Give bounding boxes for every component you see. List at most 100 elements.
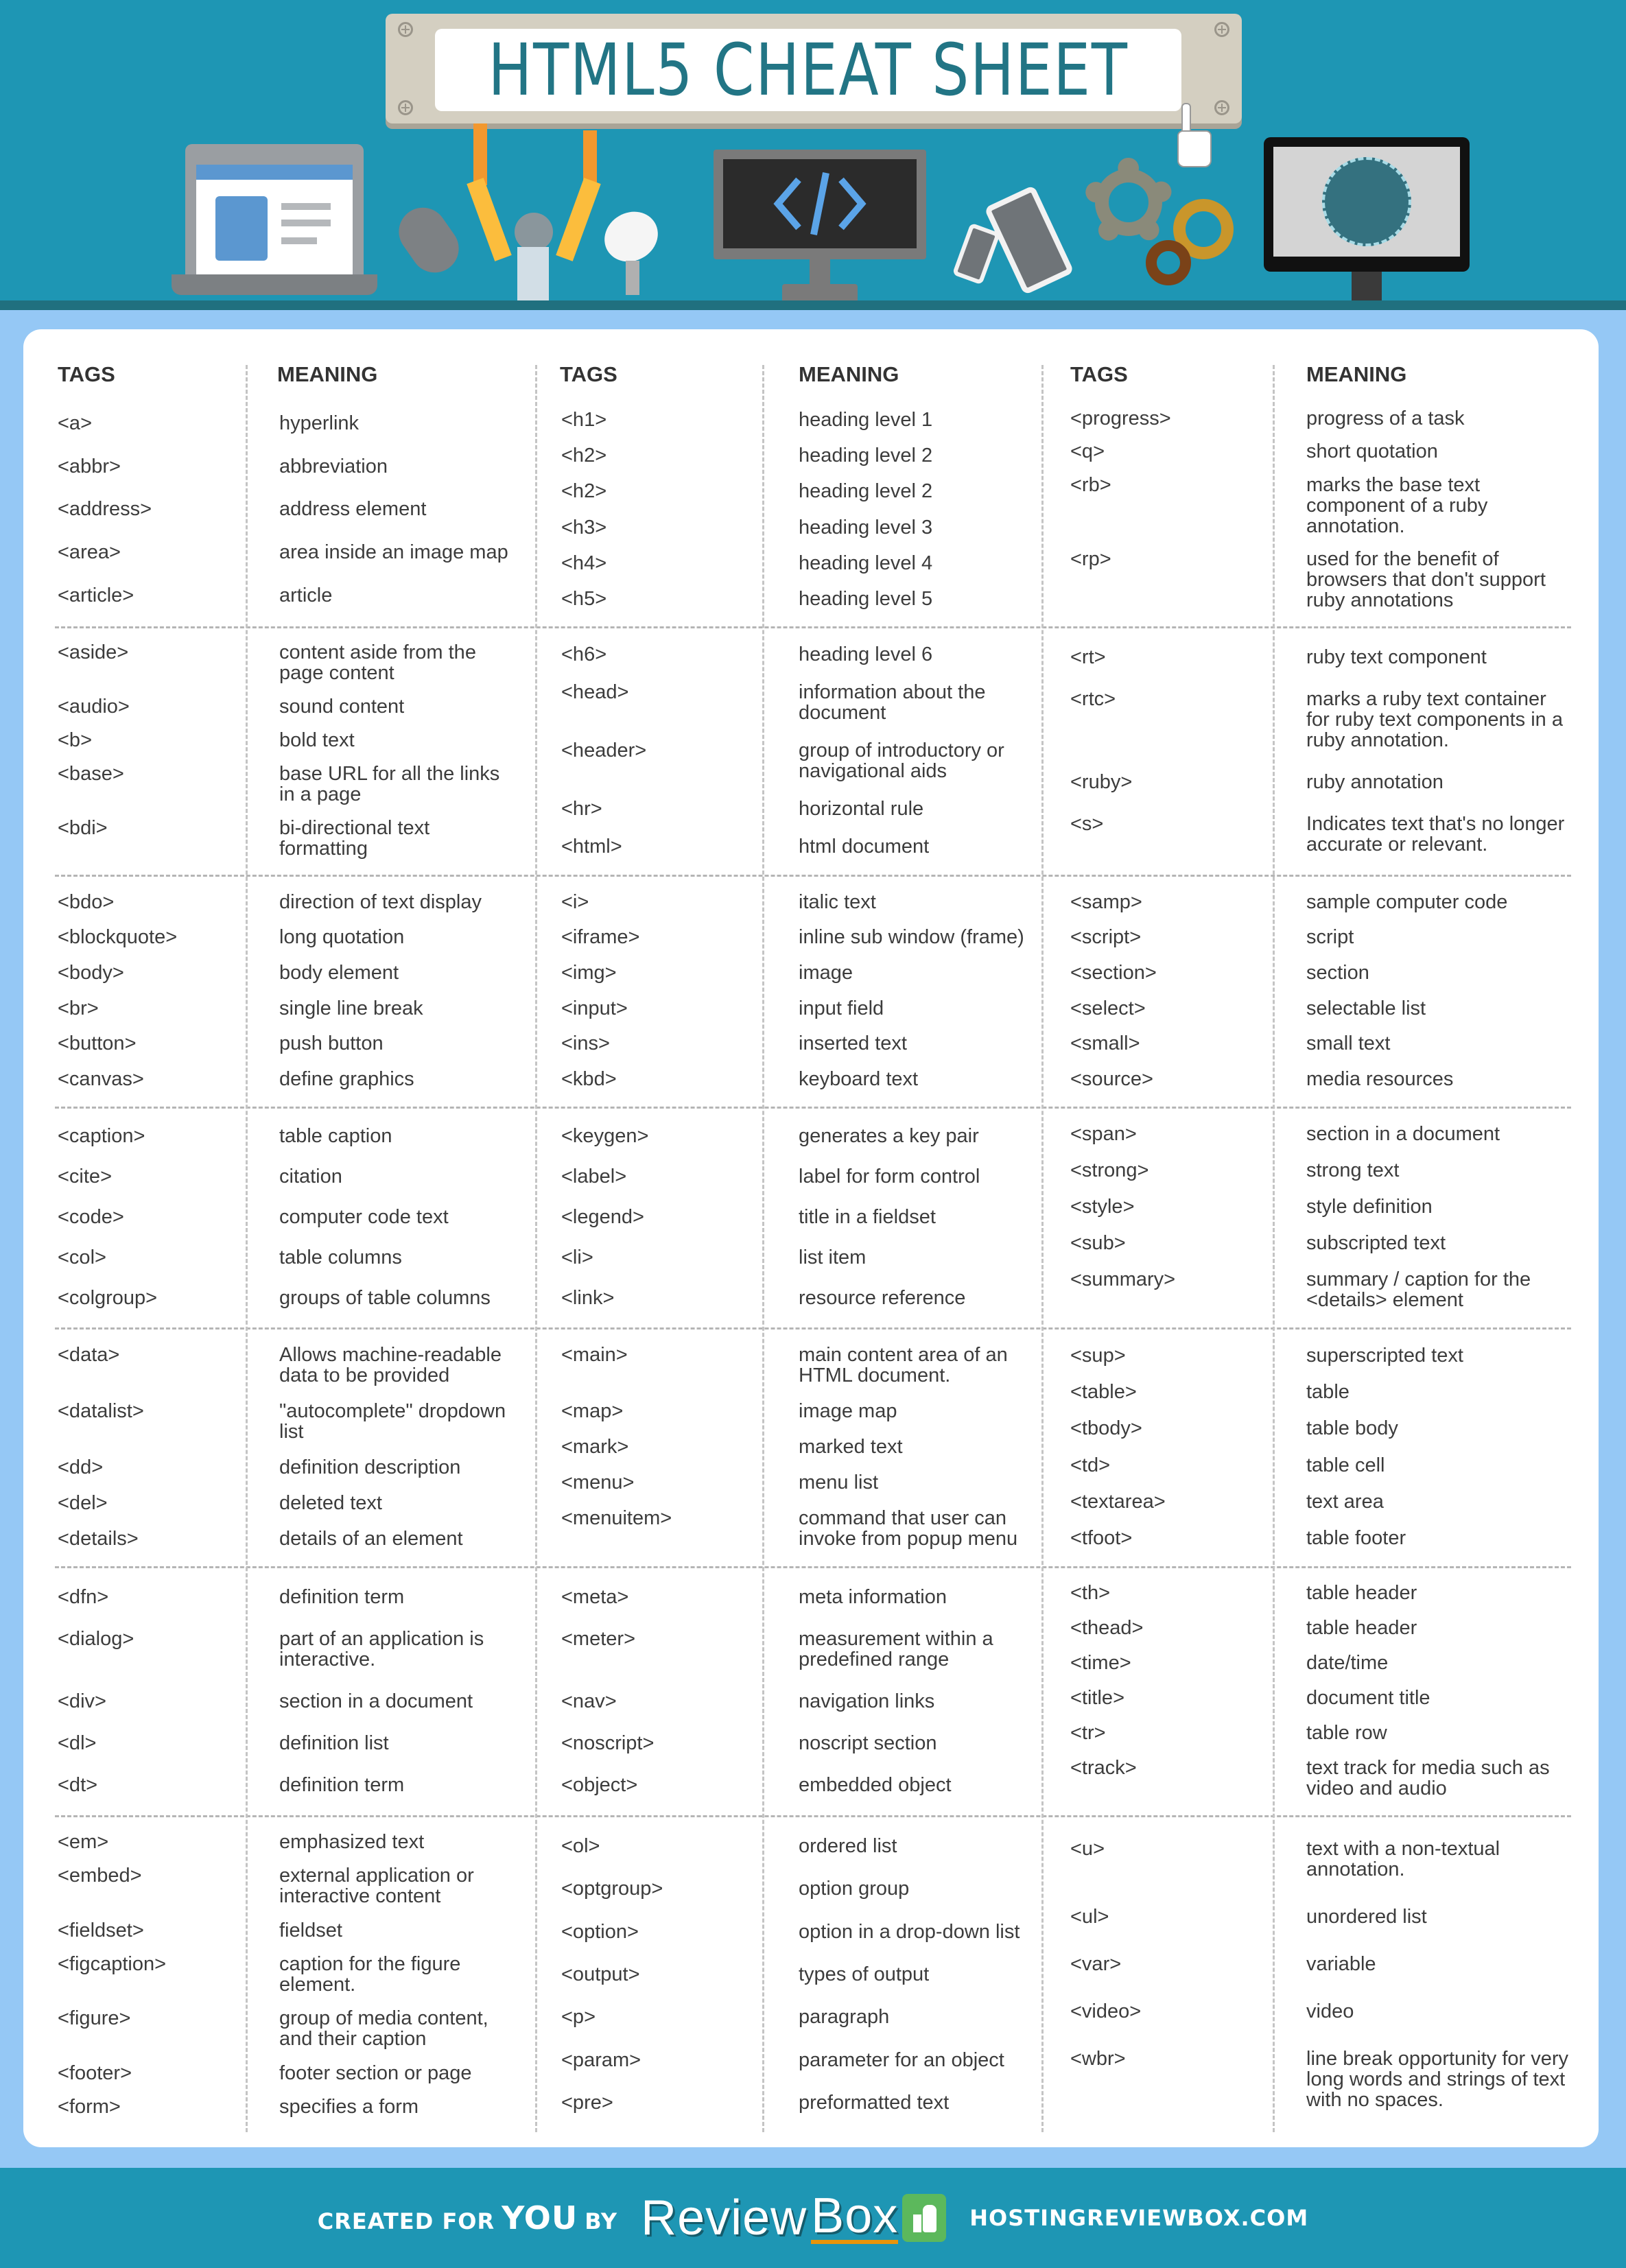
tag-row: <rtc> marks a ruby text container for rub… (1070, 689, 1574, 751)
tag-meaning: details of an element (279, 1528, 463, 1550)
tag-meaning: superscripted text (1306, 1344, 1463, 1367)
tag-name: <h4> (561, 552, 607, 574)
tag-name: <em> (58, 1830, 109, 1853)
satellite-dish-icon (595, 202, 668, 295)
tag-meaning: fieldset (279, 1919, 342, 1941)
tag-name: <h1> (561, 409, 607, 432)
tag-meaning: abbreviation (279, 455, 388, 477)
tag-row: <legend> title in a fieldset (561, 1207, 1028, 1227)
tag-row: <param> parameter for an object (561, 2050, 1028, 2070)
tag-meaning: types of output (799, 1963, 930, 1985)
tag-row: <optgroup> option group (561, 1878, 1028, 1899)
tag-meaning: video (1306, 2000, 1354, 2023)
tag-meaning: heading level 2 (799, 445, 933, 467)
tag-meaning: italic text (799, 890, 876, 913)
tag-name: <ins> (561, 1032, 610, 1055)
tag-row: <bdo> direction of text display (58, 892, 516, 912)
tag-name: <script> (1070, 926, 1142, 949)
tag-meaning: table footer (1306, 1527, 1406, 1550)
tag-name: <main> (561, 1344, 628, 1366)
thumbs-up-icon (902, 2194, 947, 2242)
tag-name: <input> (561, 997, 628, 1019)
screw-icon (398, 22, 413, 37)
tag-name: <embed> (58, 1865, 142, 1887)
tag-row: <iframe> inline sub window (frame) (561, 927, 1028, 947)
tag-meaning: group of introductory or navigational ai… (799, 739, 1004, 782)
tag-column-3: <span> section in a document <strong> stron… (1070, 1107, 1574, 1327)
tag-name: <address> (58, 498, 152, 521)
section-6: <dfn> definition term <dialog> part of an a… (0, 1566, 1626, 1815)
tag-row: <html> html document (561, 836, 1028, 857)
tag-name: <form> (58, 2096, 121, 2118)
tag-meaning: inline sub window (frame) (799, 926, 1024, 949)
tag-row: <nav> navigation links (561, 1691, 1028, 1712)
tag-row: <link> resource reference (561, 1288, 1028, 1308)
tag-meaning: media resources (1306, 1068, 1454, 1091)
tag-meaning: inserted text (799, 1032, 907, 1055)
tag-name: <figure> (58, 2007, 131, 2030)
tag-row: <code> computer code text (58, 1207, 516, 1227)
tag-row: <strong> strong text (1070, 1160, 1574, 1181)
section-4: <caption> table caption <cite> citation <cod… (0, 1107, 1626, 1327)
cheat-sheet-card (23, 329, 1599, 2147)
tag-meaning: command that user can invoke from popup … (799, 1507, 1018, 1550)
tag-row: <style> style definition (1070, 1196, 1574, 1217)
tag-meaning: progress of a task (1306, 407, 1465, 430)
tag-row: <a> hyperlink (58, 413, 516, 434)
tag-meaning: "autocomplete" dropdown list (279, 1400, 506, 1443)
section-1: <a> hyperlink <abbr> abbreviation <address> a… (0, 392, 1626, 626)
tag-meaning: parameter for an object (799, 2048, 1004, 2071)
tag-row: <button> push button (58, 1033, 516, 1054)
tag-row: <figcaption> caption for the figure eleme… (58, 1954, 516, 1995)
tag-row: <details> details of an element (58, 1528, 516, 1549)
tag-name: <q> (1070, 440, 1105, 463)
tag-meaning: summary / caption for the <details> elem… (1306, 1268, 1531, 1311)
tag-row: <footer> footer section or page (58, 2063, 516, 2083)
tag-row: <h5> heading level 5 (561, 589, 1028, 609)
tag-meaning: bi-directional text formatting (279, 816, 430, 860)
tag-name: <col> (58, 1246, 106, 1268)
tag-meaning: measurement within a predefined range (799, 1627, 993, 1670)
tag-meaning: variable (1306, 1952, 1376, 1975)
tag-row: <rt> ruby text component (1070, 647, 1574, 668)
tag-name: <u> (1070, 1837, 1105, 1860)
tag-row: <sub> subscripted text (1070, 1233, 1574, 1253)
tag-row: <pre> preformatted text (561, 2092, 1028, 2113)
tag-name: <del> (58, 1492, 108, 1514)
tag-name: <cite> (58, 1166, 112, 1188)
tag-meaning: groups of table columns (279, 1286, 491, 1309)
tag-name: <data> (58, 1344, 120, 1366)
tag-name: <var> (1070, 1952, 1122, 1975)
tag-name: <output> (561, 1963, 640, 1985)
tag-meaning: area inside an image map (279, 541, 508, 564)
tag-name: <s> (1070, 812, 1104, 835)
tag-row: <datalist> "autocomplete" dropdown list (58, 1401, 516, 1442)
tag-row: <address> address element (58, 499, 516, 519)
tag-row: <menu> menu list (561, 1472, 1028, 1493)
tag-row: <tbody> table body (1070, 1418, 1574, 1439)
tag-meaning: ruby text component (1306, 646, 1487, 668)
tag-column-2: <ol> ordered list <optgroup> option group <o… (561, 1815, 1028, 2134)
tag-row: <br> single line break (58, 998, 516, 1019)
tag-name: <title> (1070, 1686, 1124, 1709)
tag-row: <dd> definition description (58, 1457, 516, 1478)
tag-meaning: computer code text (279, 1205, 449, 1228)
phones-icon (952, 185, 1077, 296)
website-link[interactable]: HOSTINGREVIEWBOX.COM (969, 2205, 1309, 2231)
tag-name: <footer> (58, 2062, 132, 2084)
tag-row: <ol> ordered list (561, 1836, 1028, 1856)
tag-name: <h6> (561, 643, 607, 666)
created-for-text: CREATED FOR (317, 2208, 495, 2234)
pointer-hand-icon (1175, 103, 1216, 172)
tag-name: <button> (58, 1032, 137, 1055)
tag-row: <h2> heading level 2 (561, 445, 1028, 466)
tag-name: <tbody> (1070, 1417, 1142, 1440)
tag-meaning: option group (799, 1878, 910, 1900)
tag-row: <script> script (1070, 927, 1574, 947)
tag-meaning: line break opportunity for very long wor… (1306, 2048, 1569, 2112)
tag-row: <var> variable (1070, 1954, 1574, 1974)
tag-meaning: sample computer code (1306, 890, 1508, 913)
tag-name: <meta> (561, 1585, 629, 1608)
laptop-icon (172, 144, 377, 295)
tag-row: <title> document title (1070, 1688, 1574, 1708)
